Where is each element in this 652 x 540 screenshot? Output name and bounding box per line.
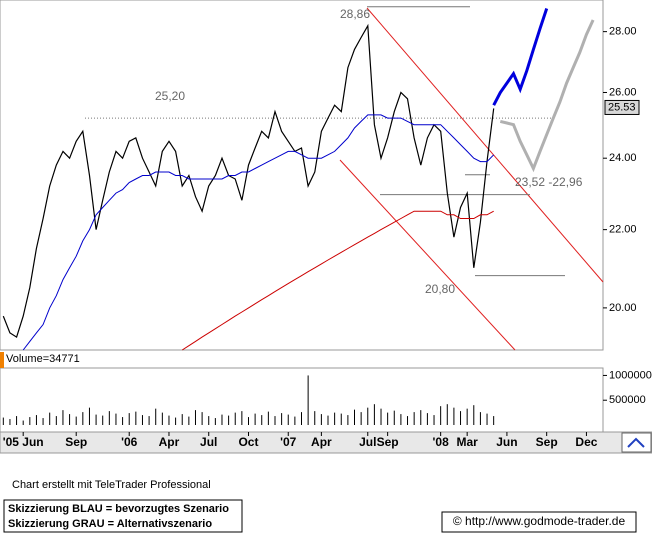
x-tick-label: Sep — [377, 435, 399, 449]
credit: Chart erstellt mit TeleTrader Profession… — [12, 479, 211, 491]
x-tick-label: Jul — [359, 435, 376, 449]
x-axis-band — [0, 431, 652, 454]
legend-note: Skizzierung GRAU = Alternativszenario — [8, 518, 212, 530]
source: © http://www.godmode-trader.de — [453, 514, 626, 528]
annotation: 23,52 -22,96 — [515, 175, 583, 189]
series-line — [2, 23, 495, 339]
panel-marker — [0, 352, 4, 368]
annotation: 28,86 — [340, 7, 370, 21]
x-tick-label: '06 — [121, 435, 138, 449]
legend-box — [3, 499, 243, 533]
x-tick-label: '07 — [280, 435, 297, 449]
last-value: 25.53 — [608, 101, 636, 113]
y-tick-label: 26.00 — [609, 86, 637, 98]
legend-note: Skizzierung BLAU = bevorzugtes Szenario — [8, 503, 229, 515]
y-tick-label: 28.00 — [609, 26, 637, 38]
x-tick-label: '08 — [433, 435, 450, 449]
x-tick-label: Sep — [65, 435, 87, 449]
x-tick-label: Apr — [311, 435, 332, 449]
x-tick-label: Apr — [159, 435, 180, 449]
y-tick-label: 500000 — [609, 394, 646, 406]
channel-line — [339, 159, 516, 351]
x-tick-label: Jul — [200, 435, 217, 449]
series-line — [22, 114, 495, 351]
price-panel — [0, 0, 604, 351]
source-box — [441, 511, 637, 533]
y-tick-label: 24.00 — [609, 152, 637, 164]
x-tick-label: '05 Jun — [3, 435, 44, 449]
x-tick-label: Oct — [238, 435, 258, 449]
series-line — [499, 19, 595, 173]
icon-box — [621, 432, 652, 453]
x-tick-label: Sep — [536, 435, 558, 449]
channel-line — [366, 7, 604, 283]
series-line — [181, 210, 494, 351]
x-tick-label: Jun — [496, 435, 517, 449]
y-tick-label: 1000000 — [609, 369, 652, 381]
icon — [627, 437, 645, 448]
y-tick-label: 20.00 — [609, 302, 637, 314]
y-tick-label: 22.00 — [609, 224, 637, 236]
annotation: 25,20 — [155, 89, 185, 103]
annotation: 20,80 — [425, 282, 455, 296]
volume-label: Volume=34771 — [6, 353, 80, 365]
x-tick-label: Dec — [575, 435, 597, 449]
last-value-box — [604, 99, 640, 115]
x-tick-label: Mar — [456, 435, 478, 449]
series-line — [492, 8, 549, 106]
